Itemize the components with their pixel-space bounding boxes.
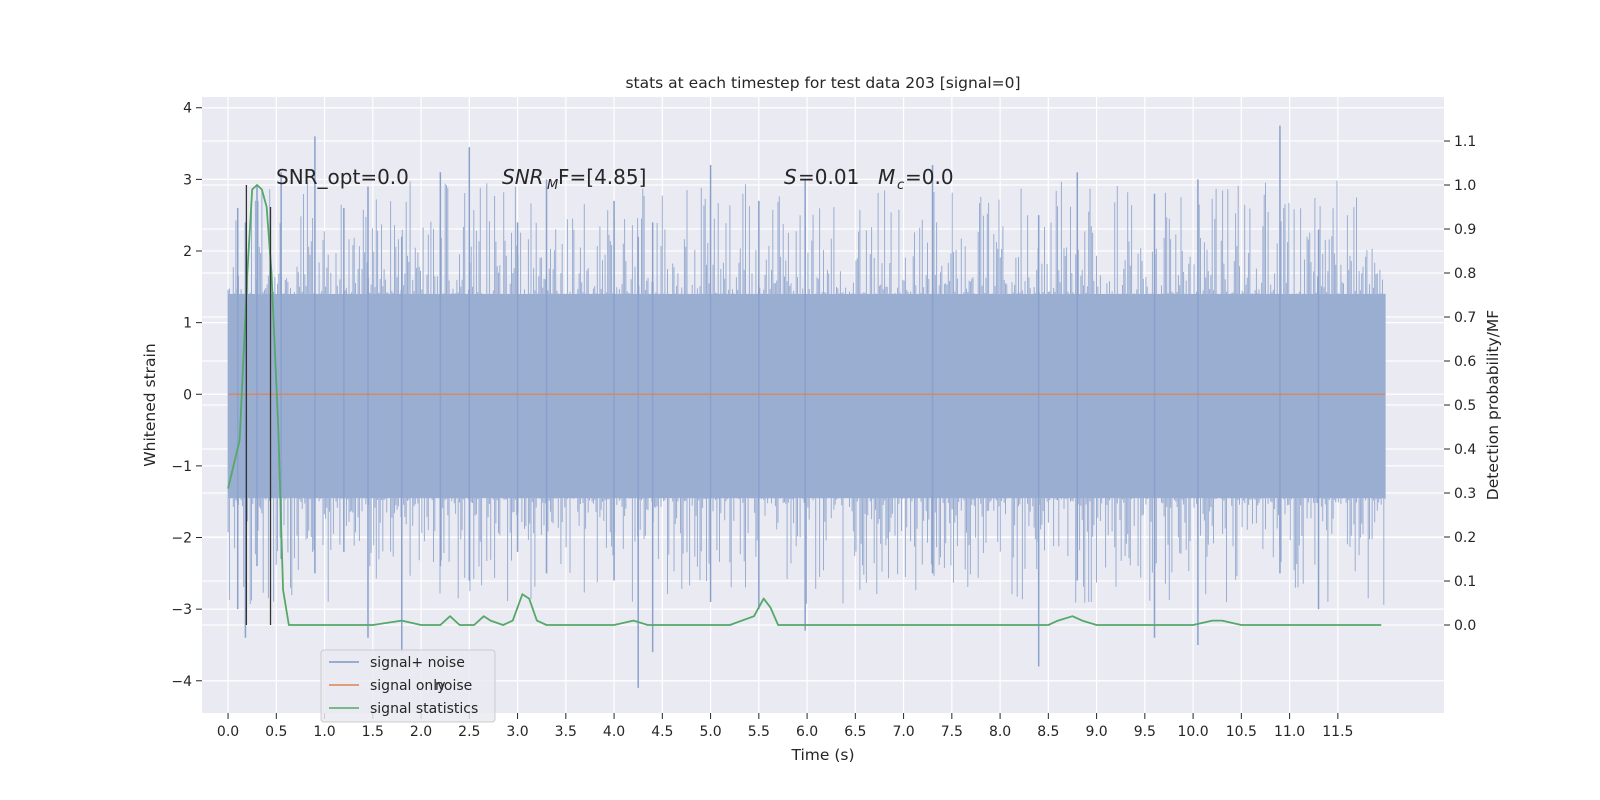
noise-trace	[227, 180, 1386, 605]
y-tick-label: 0	[183, 387, 192, 403]
x-tick-label: 9.0	[1085, 724, 1107, 740]
y-tick-label: −3	[171, 602, 192, 618]
x-tick-label: 9.5	[1134, 724, 1156, 740]
x-axis-label: Time (s)	[790, 746, 854, 764]
s-symbol: S	[784, 165, 797, 189]
snr-mf-symbol: SNR	[502, 165, 544, 189]
y-tick-label: −1	[171, 459, 192, 475]
s-value: =0.01	[798, 165, 859, 189]
line-series	[227, 184, 1386, 626]
mc-symbol: M	[878, 165, 895, 189]
x-tick-label: 4.0	[603, 724, 625, 740]
x-tick-label: 3.5	[555, 724, 577, 740]
x-tick-label: 5.5	[748, 724, 770, 740]
x-tick-label: 6.5	[844, 724, 866, 740]
x-tick-label: 2.0	[410, 724, 432, 740]
signal-noise-series	[227, 125, 1386, 688]
y-tick-label: −2	[171, 531, 192, 547]
chart-title: stats at each timestep for test data 203…	[625, 74, 1020, 92]
signal-statistics-line	[227, 184, 1382, 626]
y2-axis-label: Detection probability/MF	[1484, 310, 1502, 501]
y-tick-label: 2	[183, 244, 192, 260]
x-tick-label: 1.0	[313, 724, 335, 740]
legend-ghost-text: noise	[435, 678, 472, 694]
snr-opt-annotation: SNR_opt=0.0	[276, 165, 409, 189]
mc-annotation: M c =0.0	[878, 165, 954, 193]
snr-mf-value: F=[4.85]	[558, 165, 646, 189]
y2-tick-label: 0.4	[1454, 442, 1476, 458]
y2-tick-label: 0.9	[1454, 222, 1476, 238]
x-tick-label: 2.5	[458, 724, 480, 740]
y-tick-label: 1	[183, 316, 192, 332]
y-ticks: 4 3 2 1 0 −1 −2 −3 −4	[171, 101, 202, 690]
x-tick-label: 4.5	[651, 724, 673, 740]
x-tick-label: 11.0	[1274, 724, 1305, 740]
x-tick-label: 6.0	[796, 724, 818, 740]
y-tick-label: 4	[183, 101, 192, 117]
y2-tick-label: 1.0	[1454, 178, 1476, 194]
x-tick-label: 7.0	[892, 724, 914, 740]
x-tick-label: 0.5	[265, 724, 287, 740]
x-tick-label: 7.5	[941, 724, 963, 740]
x-tick-label: 11.5	[1322, 724, 1353, 740]
y2-tick-label: 1.1	[1454, 134, 1476, 150]
y-axis-label: Whitened strain	[141, 343, 159, 466]
x-tick-label: 10.5	[1226, 724, 1257, 740]
x-tick-label: 8.5	[1037, 724, 1059, 740]
legend-box	[320, 649, 496, 723]
x-tick-label: 8.0	[989, 724, 1011, 740]
mc-value: =0.0	[905, 165, 954, 189]
s-annotation: S =0.01	[784, 165, 859, 189]
snr-mf-annotation: SNR M F=[4.85]	[502, 165, 646, 193]
legend-label-signal-only: signal only	[370, 678, 445, 694]
y2-tick-label: 0.0	[1454, 618, 1476, 634]
y2-tick-label: 0.2	[1454, 530, 1476, 546]
legend: noise signal+ noise signal only signal s…	[320, 649, 496, 723]
y2-ticks: 1.1 1.0 0.9 0.8 0.7 0.6 0.5 0.4 0.3 0.2 0.1 0.0	[1444, 134, 1476, 634]
y2-tick-label: 0.6	[1454, 354, 1476, 370]
x-tick-label: 10.0	[1178, 724, 1209, 740]
y-tick-label: 3	[183, 172, 192, 188]
y2-tick-label: 0.3	[1454, 486, 1476, 502]
x-tick-label: 3.0	[506, 724, 528, 740]
legend-label-signal-statistics: signal statistics	[370, 701, 478, 717]
x-tick-label: 1.5	[362, 724, 384, 740]
x-tick-label: 0.0	[217, 724, 239, 740]
y2-tick-label: 0.8	[1454, 266, 1476, 282]
y2-tick-label: 0.7	[1454, 310, 1476, 326]
legend-label-signal-noise: signal+ noise	[370, 655, 465, 671]
mc-subscript: c	[897, 178, 904, 193]
x-ticks: 0.0 0.5 1.0 1.5 2.0 2.5 3.0 3.5 4.0 4.5 5.0 5.5 6.0 6…	[217, 713, 1353, 740]
snr-mf-subscript: M	[547, 178, 558, 193]
y2-tick-label: 0.5	[1454, 398, 1476, 414]
x-tick-label: 5.0	[699, 724, 721, 740]
y2-tick-label: 0.1	[1454, 574, 1476, 590]
y-tick-label: −4	[171, 674, 192, 690]
